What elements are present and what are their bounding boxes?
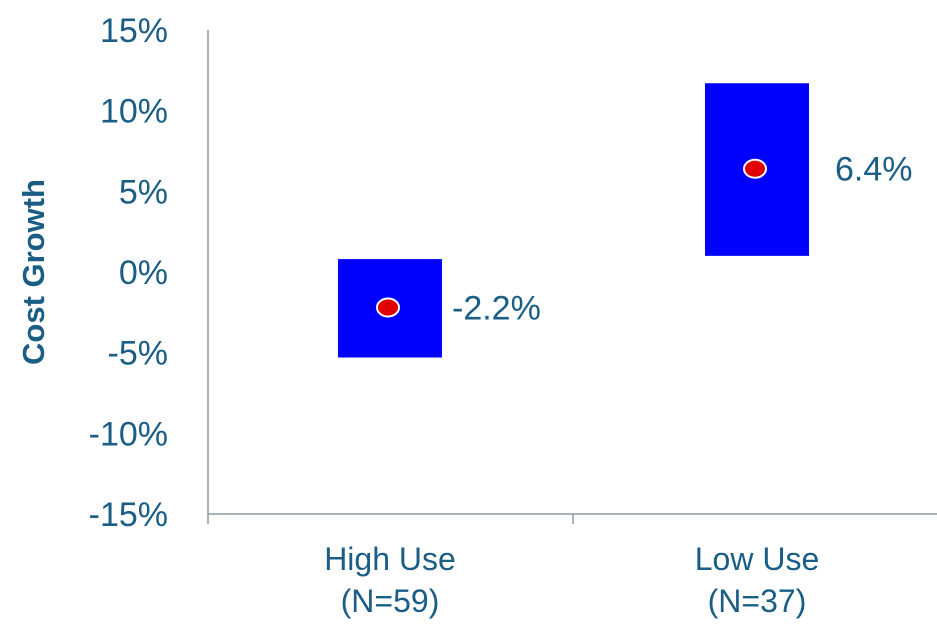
category-label: High Use bbox=[324, 541, 456, 577]
range-marks: -2.2% 6.4% bbox=[338, 83, 913, 358]
category-labels: High Use (N=59) Low Use (N=37) bbox=[324, 541, 819, 619]
y-tick-label: 15% bbox=[100, 12, 168, 50]
y-axis-ticks: 15% 10% 5% 0% -5% -10% -15% bbox=[89, 12, 168, 534]
data-label: -2.2% bbox=[452, 289, 541, 327]
mean-point bbox=[376, 297, 400, 318]
y-tick-label: -10% bbox=[89, 415, 168, 453]
category-count-label: (N=59) bbox=[341, 583, 440, 619]
y-tick-label: -15% bbox=[89, 496, 168, 534]
y-tick-label: 0% bbox=[119, 254, 168, 292]
category-label: Low Use bbox=[695, 541, 820, 577]
y-tick-label: 5% bbox=[119, 173, 168, 211]
y-tick-label: -5% bbox=[108, 335, 168, 373]
data-label: 6.4% bbox=[835, 151, 913, 189]
y-tick-label: 10% bbox=[100, 93, 168, 131]
y-axis-title: Cost Growth bbox=[16, 179, 51, 365]
mean-point bbox=[743, 158, 767, 179]
category-count-label: (N=37) bbox=[708, 583, 807, 619]
